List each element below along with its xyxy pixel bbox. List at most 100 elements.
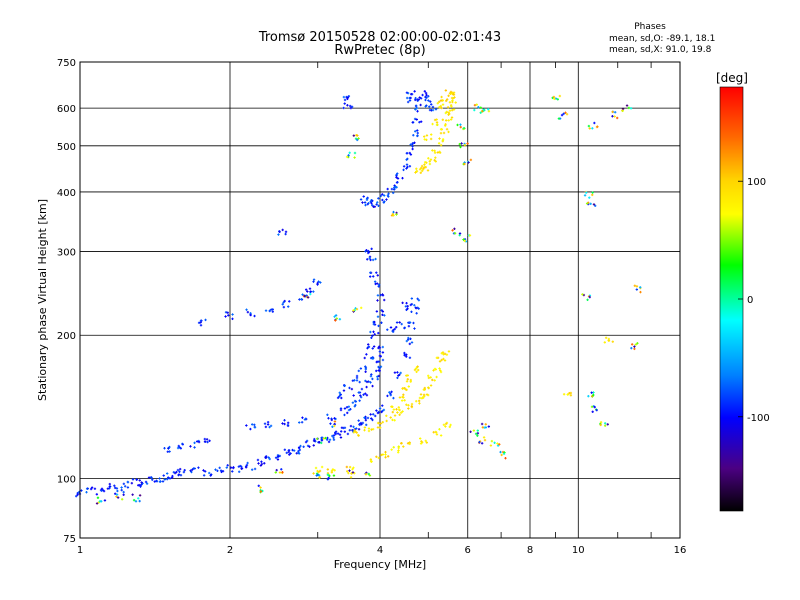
data-point — [376, 375, 379, 378]
data-point — [163, 447, 166, 450]
data-point — [442, 131, 446, 135]
data-point — [281, 228, 284, 232]
data-point — [379, 194, 383, 198]
data-point — [440, 358, 443, 362]
data-point — [263, 422, 267, 425]
data-point — [480, 422, 484, 426]
data-point — [205, 438, 209, 441]
data-point — [328, 438, 332, 441]
data-point — [355, 427, 358, 430]
data-point — [420, 440, 423, 443]
data-point — [558, 94, 562, 98]
data-point — [95, 493, 99, 496]
data-point — [469, 158, 473, 162]
data-point — [267, 456, 270, 459]
data-point — [285, 451, 288, 455]
data-point — [349, 408, 352, 411]
data-point — [271, 308, 274, 311]
phase-legend: Phases mean, sd,O: -89.1, 18.1 mean, sd,… — [609, 22, 715, 55]
data-point — [385, 198, 388, 201]
data-point — [482, 436, 486, 439]
data-point — [389, 326, 393, 329]
data-point — [348, 151, 351, 154]
data-point — [318, 441, 321, 444]
data-point — [357, 391, 360, 394]
data-point — [218, 466, 221, 470]
data-point — [193, 446, 196, 449]
data-point — [384, 453, 387, 456]
data-point — [401, 387, 405, 390]
data-point — [587, 124, 591, 128]
x-axis-label: Frequency [MHz] — [334, 558, 426, 571]
legend-heading: Phases — [634, 22, 666, 32]
data-point — [433, 151, 437, 154]
data-point — [483, 438, 487, 442]
data-point — [439, 369, 442, 372]
data-point — [353, 429, 356, 432]
data-point — [384, 456, 387, 459]
data-point — [95, 502, 99, 505]
data-point — [408, 356, 412, 359]
data-point — [447, 350, 451, 353]
data-point — [365, 380, 369, 384]
data-point — [364, 365, 367, 368]
data-point — [424, 105, 427, 108]
data-point — [498, 443, 501, 446]
data-point — [333, 469, 336, 472]
data-point — [351, 379, 355, 382]
data-point — [405, 388, 408, 392]
data-point — [332, 434, 336, 437]
data-point — [214, 468, 217, 471]
data-point — [449, 118, 453, 121]
data-points — [75, 89, 642, 505]
data-point — [357, 434, 360, 437]
data-point — [439, 128, 443, 131]
data-point — [246, 310, 250, 314]
data-point — [333, 315, 336, 318]
data-point — [197, 466, 200, 469]
data-point — [339, 430, 343, 433]
data-point — [362, 195, 365, 198]
data-point — [484, 426, 488, 429]
data-point — [419, 171, 422, 174]
x-tick-label: 2 — [227, 545, 233, 556]
data-point — [123, 485, 127, 488]
x-tick-label: 1 — [77, 545, 83, 556]
data-point — [253, 423, 256, 427]
data-point — [122, 490, 125, 494]
data-point — [381, 313, 384, 317]
data-point — [85, 491, 88, 494]
data-point — [376, 299, 379, 302]
data-point — [355, 307, 359, 311]
data-point — [458, 142, 461, 146]
data-point — [606, 423, 609, 426]
data-point — [352, 394, 355, 397]
data-point — [409, 380, 412, 383]
data-point — [407, 324, 411, 328]
data-point — [410, 92, 414, 96]
data-point — [445, 353, 449, 356]
data-point — [350, 472, 353, 475]
data-point — [259, 464, 263, 467]
data-point — [414, 105, 418, 108]
data-point — [155, 480, 159, 483]
data-point — [390, 405, 393, 408]
data-point — [379, 426, 382, 429]
data-point — [429, 100, 432, 103]
data-point — [362, 393, 365, 396]
data-point — [369, 275, 372, 278]
data-point — [407, 385, 410, 388]
data-point — [367, 249, 370, 253]
data-point — [353, 472, 356, 475]
data-point — [332, 438, 336, 441]
data-point — [274, 456, 278, 459]
data-point — [481, 109, 484, 113]
data-point — [569, 391, 573, 395]
data-point — [370, 417, 373, 420]
data-point — [442, 353, 445, 356]
x-tick-label: 4 — [377, 545, 383, 556]
data-point — [435, 121, 439, 124]
data-point — [426, 169, 430, 172]
data-point — [278, 230, 281, 234]
